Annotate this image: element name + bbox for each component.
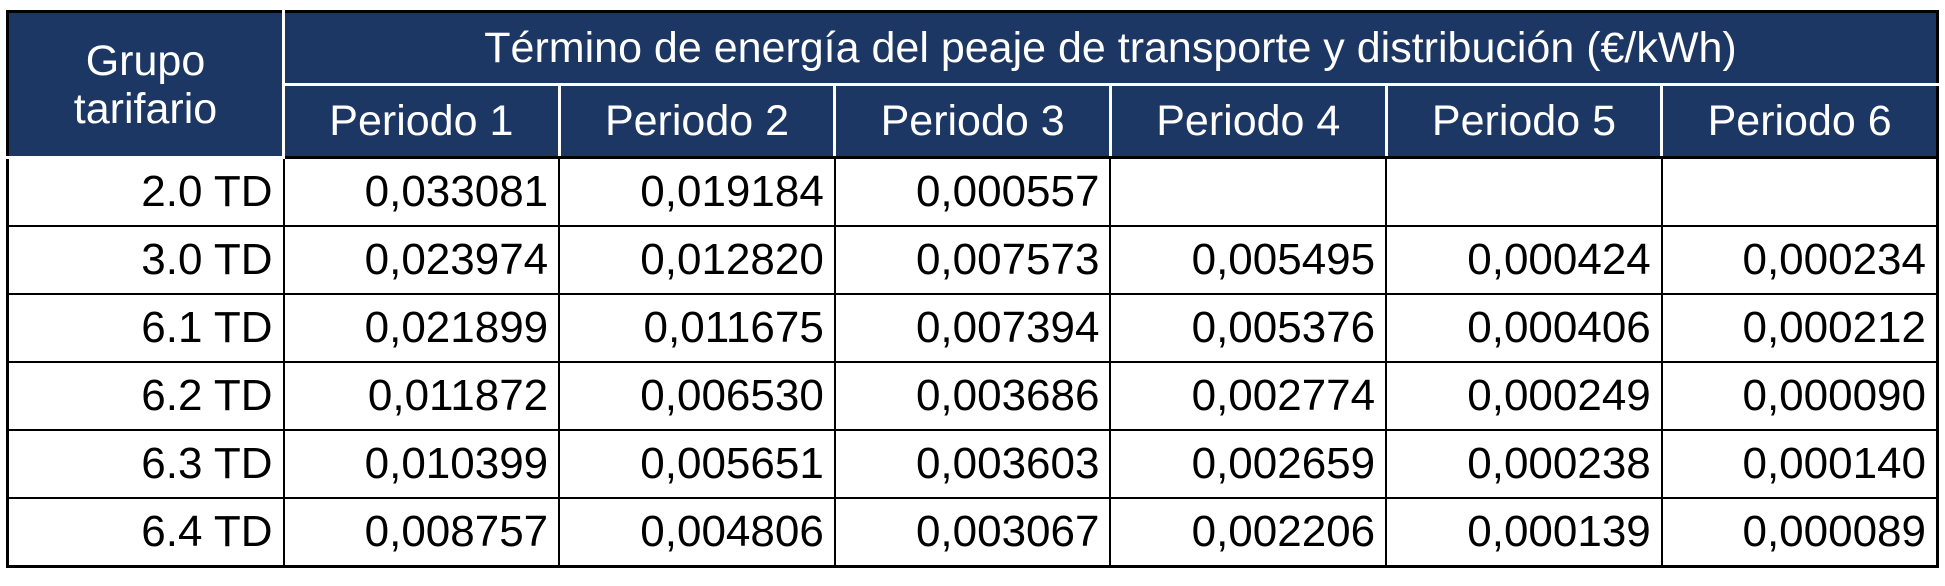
- value-cell: 0,003067: [833, 497, 1112, 568]
- value-cell: 0,011872: [282, 361, 561, 431]
- value-cell: 0,000234: [1660, 225, 1939, 295]
- value-cell: 0,000089: [1660, 497, 1939, 568]
- value-cell: 0,023974: [282, 225, 561, 295]
- value-cell: 0,033081: [282, 156, 561, 227]
- value-cell: 0,005651: [558, 429, 836, 499]
- table-row: 6.4 TD 0,008757 0,004806 0,003067 0,002206 0,…: [6, 497, 1939, 568]
- table-row: 2.0 TD 0,033081 0,019184 0,000557: [6, 156, 1939, 227]
- value-cell: 0,002659: [1109, 429, 1388, 499]
- period-header: Periodo 2: [557, 83, 837, 159]
- value-cell: 0,011675: [558, 293, 836, 363]
- value-cell: 0,003686: [833, 361, 1112, 431]
- value-cell: 0,007394: [833, 293, 1112, 363]
- value-cell: 0,000424: [1385, 225, 1663, 295]
- period-header: Periodo 6: [1660, 83, 1939, 159]
- value-cell: 0,000090: [1660, 361, 1939, 431]
- empty-cell: [1109, 156, 1388, 227]
- group-cell: 6.3 TD: [6, 429, 285, 499]
- value-cell: 0,000249: [1385, 361, 1663, 431]
- value-cell: 0,004806: [558, 497, 836, 568]
- value-cell: 0,005376: [1109, 293, 1388, 363]
- group-cell: 6.4 TD: [6, 497, 285, 568]
- value-cell: 0,005495: [1109, 225, 1388, 295]
- value-cell: 0,003603: [833, 429, 1112, 499]
- value-cell: 0,000140: [1660, 429, 1939, 499]
- table-body: 2.0 TD 0,033081 0,019184 0,000557 3.0 TD 0,02…: [6, 156, 1939, 568]
- value-cell: 0,012820: [558, 225, 836, 295]
- value-cell: 0,000139: [1385, 497, 1663, 568]
- table-header: Grupo tarifario Término de energía del p…: [6, 10, 1939, 159]
- value-cell: 0,019184: [558, 156, 836, 227]
- value-cell: 0,000406: [1385, 293, 1663, 363]
- value-cell: 0,000557: [833, 156, 1112, 227]
- period-header: Periodo 3: [833, 83, 1112, 159]
- group-header: Grupo tarifario: [6, 10, 285, 159]
- empty-cell: [1385, 156, 1663, 227]
- value-cell: 0,008757: [282, 497, 561, 568]
- group-cell: 3.0 TD: [6, 225, 285, 295]
- empty-cell: [1660, 156, 1939, 227]
- group-cell: 2.0 TD: [6, 156, 285, 227]
- table-row: 6.3 TD 0,010399 0,005651 0,003603 0,002659 0,…: [6, 429, 1939, 499]
- value-cell: 0,006530: [558, 361, 836, 431]
- value-cell: 0,002774: [1109, 361, 1388, 431]
- group-cell: 6.2 TD: [6, 361, 285, 431]
- value-cell: 0,002206: [1109, 497, 1388, 568]
- value-cell: 0,010399: [282, 429, 561, 499]
- value-cell: 0,021899: [282, 293, 561, 363]
- value-cell: 0,007573: [833, 225, 1112, 295]
- value-cell: 0,000238: [1385, 429, 1663, 499]
- title-header: Término de energía del peaje de transpor…: [282, 10, 1939, 86]
- value-cell: 0,000212: [1660, 293, 1939, 363]
- group-cell: 6.1 TD: [6, 293, 285, 363]
- period-header: Periodo 1: [282, 83, 561, 159]
- period-header: Periodo 4: [1108, 83, 1388, 159]
- table-row: 3.0 TD 0,023974 0,012820 0,007573 0,005495 0,…: [6, 225, 1939, 295]
- period-header: Periodo 5: [1384, 83, 1664, 159]
- table-row: 6.1 TD 0,021899 0,011675 0,007394 0,005376 0,…: [6, 293, 1939, 363]
- tariff-table: Grupo tarifario Término de energía del p…: [6, 10, 1939, 568]
- table-row: 6.2 TD 0,011872 0,006530 0,003686 0,002774 0,…: [6, 361, 1939, 431]
